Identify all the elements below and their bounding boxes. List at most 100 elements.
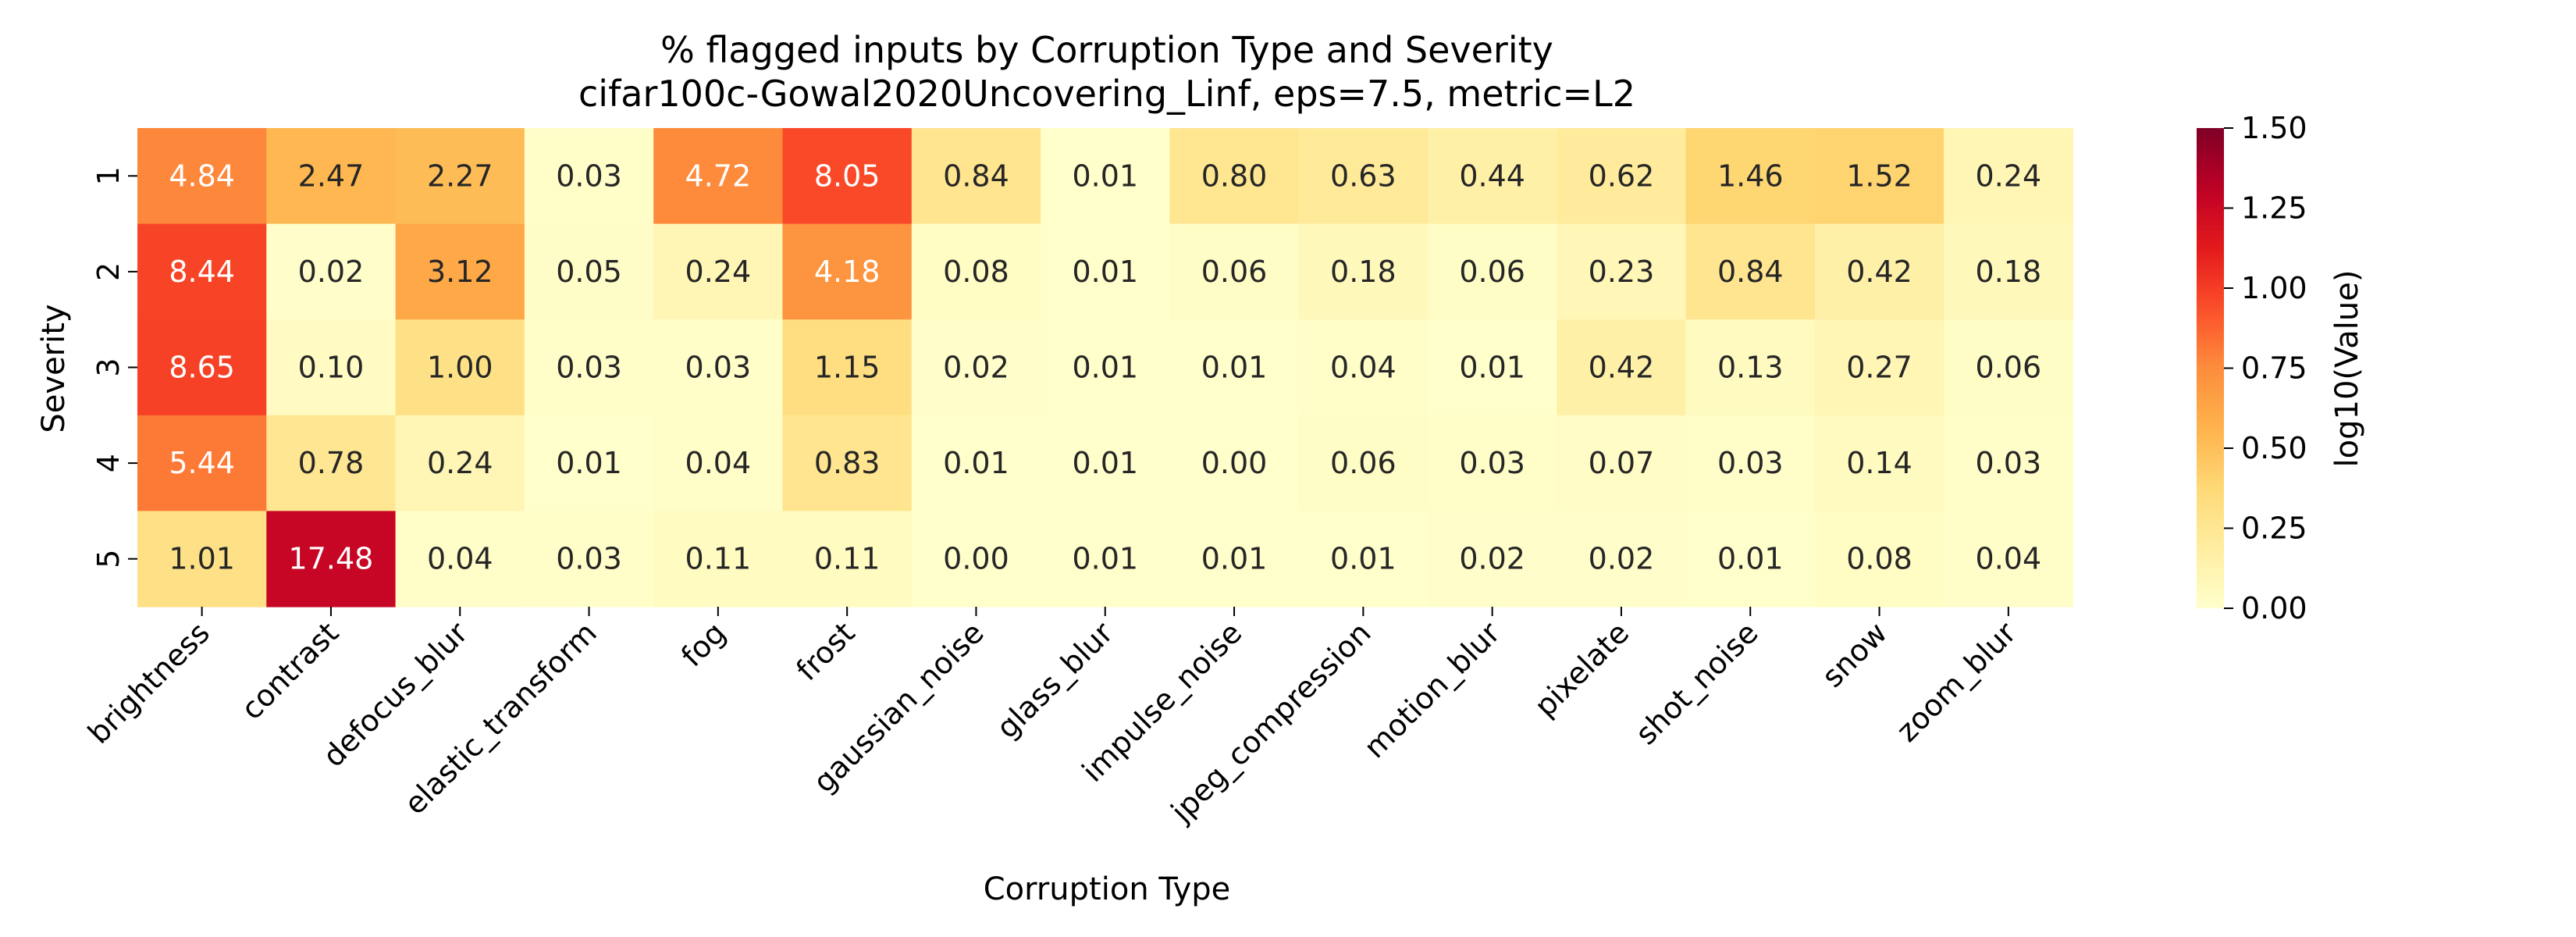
cell-value-label: 0.24 <box>1976 159 2042 193</box>
y-tick-label: 2 <box>91 262 126 281</box>
heatmap-cell <box>1298 319 1429 416</box>
cell-value-label: 0.04 <box>1330 351 1397 385</box>
cell-value-label: 0.83 <box>814 446 881 480</box>
heatmap-cell <box>1041 511 1170 607</box>
cell-value-label: 0.24 <box>685 255 752 289</box>
heatmap-cell <box>1685 415 1816 511</box>
heatmap-cell <box>1169 511 1300 607</box>
colorbar-ticks: 0.00 0.25 0.50 0.75 1.00 1.25 1.50 <box>2224 111 2307 625</box>
heatmap-cell <box>395 128 525 225</box>
cell-value-label: 0.05 <box>556 255 622 289</box>
cell-value-label: 0.01 <box>1072 446 1138 480</box>
x-tick-label: pixelate <box>1528 615 1635 723</box>
x-tick-label: zoom_blur <box>1890 615 2023 749</box>
heatmap-cell <box>782 223 913 320</box>
heatmap-cell <box>1298 415 1429 511</box>
cell-value-label: 0.84 <box>943 159 1009 193</box>
heatmap-cell <box>1685 511 1816 607</box>
heatmap-cell <box>137 319 267 416</box>
cell-value-label: 0.07 <box>1589 446 1655 480</box>
colorbar-tick-label: 0.00 <box>2241 591 2307 625</box>
heatmap-cell <box>1814 511 1944 607</box>
x-tick-label: glass_blur <box>990 615 1119 745</box>
cell-value-label: 0.01 <box>1072 159 1138 193</box>
heatmap-cell <box>782 511 913 607</box>
cell-value-label: 5.44 <box>169 446 235 480</box>
heatmap-cell <box>1685 128 1816 225</box>
heatmap-cell <box>653 319 784 416</box>
heatmap-cell <box>782 128 913 225</box>
heatmap-cell <box>266 415 397 511</box>
cell-value-label: 0.00 <box>1201 446 1268 480</box>
heatmap-cell <box>1428 511 1557 607</box>
cell-value-label: 0.63 <box>1330 159 1397 193</box>
heatmap-cell <box>1428 223 1557 320</box>
heatmap-cell <box>653 415 784 511</box>
colorbar-tick-label: 0.50 <box>2241 431 2307 465</box>
heatmap-cell <box>1428 319 1557 416</box>
cell-value-label: 0.01 <box>1717 542 1784 576</box>
cell-value-label: 0.42 <box>1589 351 1655 385</box>
heatmap-cell <box>911 128 1041 225</box>
cell-value-label: 0.01 <box>1459 351 1525 385</box>
heatmap-cell <box>911 415 1041 511</box>
heatmap-cell <box>266 319 397 416</box>
cell-value-label: 0.03 <box>556 542 622 576</box>
cell-value-label: 0.02 <box>298 255 365 289</box>
heatmap-cell <box>1428 128 1557 225</box>
heatmap-cell <box>911 223 1041 320</box>
heatmap-cell <box>1944 511 2074 607</box>
colorbar-tick-label: 0.75 <box>2241 351 2307 386</box>
heatmap-cell <box>1041 128 1170 225</box>
heatmap-grid <box>137 128 2074 607</box>
colorbar-label: log10(Value) <box>2329 270 2365 468</box>
cell-value-label: 0.06 <box>1201 255 1268 289</box>
y-tick-label: 1 <box>91 166 126 185</box>
cell-value-label: 2.47 <box>298 159 365 193</box>
heatmap-cell <box>266 128 397 225</box>
heatmap-cell <box>1169 223 1300 320</box>
heatmap-cell <box>1814 319 1944 416</box>
heatmap-cell <box>395 319 525 416</box>
cell-value-label: 0.06 <box>1459 255 1525 289</box>
heatmap-cell <box>1685 223 1816 320</box>
cell-value-label: 0.01 <box>1072 255 1138 289</box>
heatmap-cell <box>1298 511 1429 607</box>
heatmap-cell <box>524 223 654 320</box>
cell-value-label: 0.84 <box>1717 255 1784 289</box>
heatmap-cell <box>137 128 267 225</box>
heatmap-cell <box>137 511 267 607</box>
cell-value-label: 1.15 <box>814 351 881 385</box>
cell-value-label: 8.05 <box>814 159 881 193</box>
y-tick-label: 3 <box>91 358 126 376</box>
cell-value-label: 0.11 <box>685 542 752 576</box>
heatmap-cell <box>395 415 525 511</box>
heatmap-cell <box>1169 128 1300 225</box>
x-tick-label: frost <box>790 615 862 687</box>
heatmap-cell <box>1685 319 1816 416</box>
y-axis-label: Severity <box>36 304 72 433</box>
heatmap-cell <box>1041 415 1170 511</box>
cell-value-label: 0.62 <box>1589 159 1655 193</box>
y-axis: 1 2 3 4 5 <box>91 166 137 568</box>
cell-value-label: 0.06 <box>1976 351 2042 385</box>
cell-value-label: 8.44 <box>169 255 235 289</box>
heatmap-cell <box>1944 319 2074 416</box>
cell-value-labels: 4.84 2.47 2.27 0.03 4.72 8.05 0.84 0.01 0.80 0.63… <box>169 159 2041 575</box>
heatmap-cell <box>1944 128 2074 225</box>
heatmap-cell <box>524 415 654 511</box>
x-axis: brightness contrastdefocus_blurelastic_tr… <box>81 607 2023 829</box>
cell-value-label: 0.18 <box>1976 255 2042 289</box>
cell-value-label: 0.80 <box>1201 159 1268 193</box>
heatmap-cell <box>137 223 267 320</box>
x-axis-label: Corruption Type <box>984 871 1231 907</box>
heatmap-cell <box>1814 128 1944 225</box>
cell-value-label: 0.01 <box>943 446 1009 480</box>
x-tick-label: fog <box>674 615 732 673</box>
heatmap-cell <box>911 511 1041 607</box>
cell-value-label: 1.00 <box>427 351 493 385</box>
heatmap-cell <box>782 319 913 416</box>
cell-value-label: 0.01 <box>1072 351 1138 385</box>
cell-value-label: 0.10 <box>298 351 365 385</box>
